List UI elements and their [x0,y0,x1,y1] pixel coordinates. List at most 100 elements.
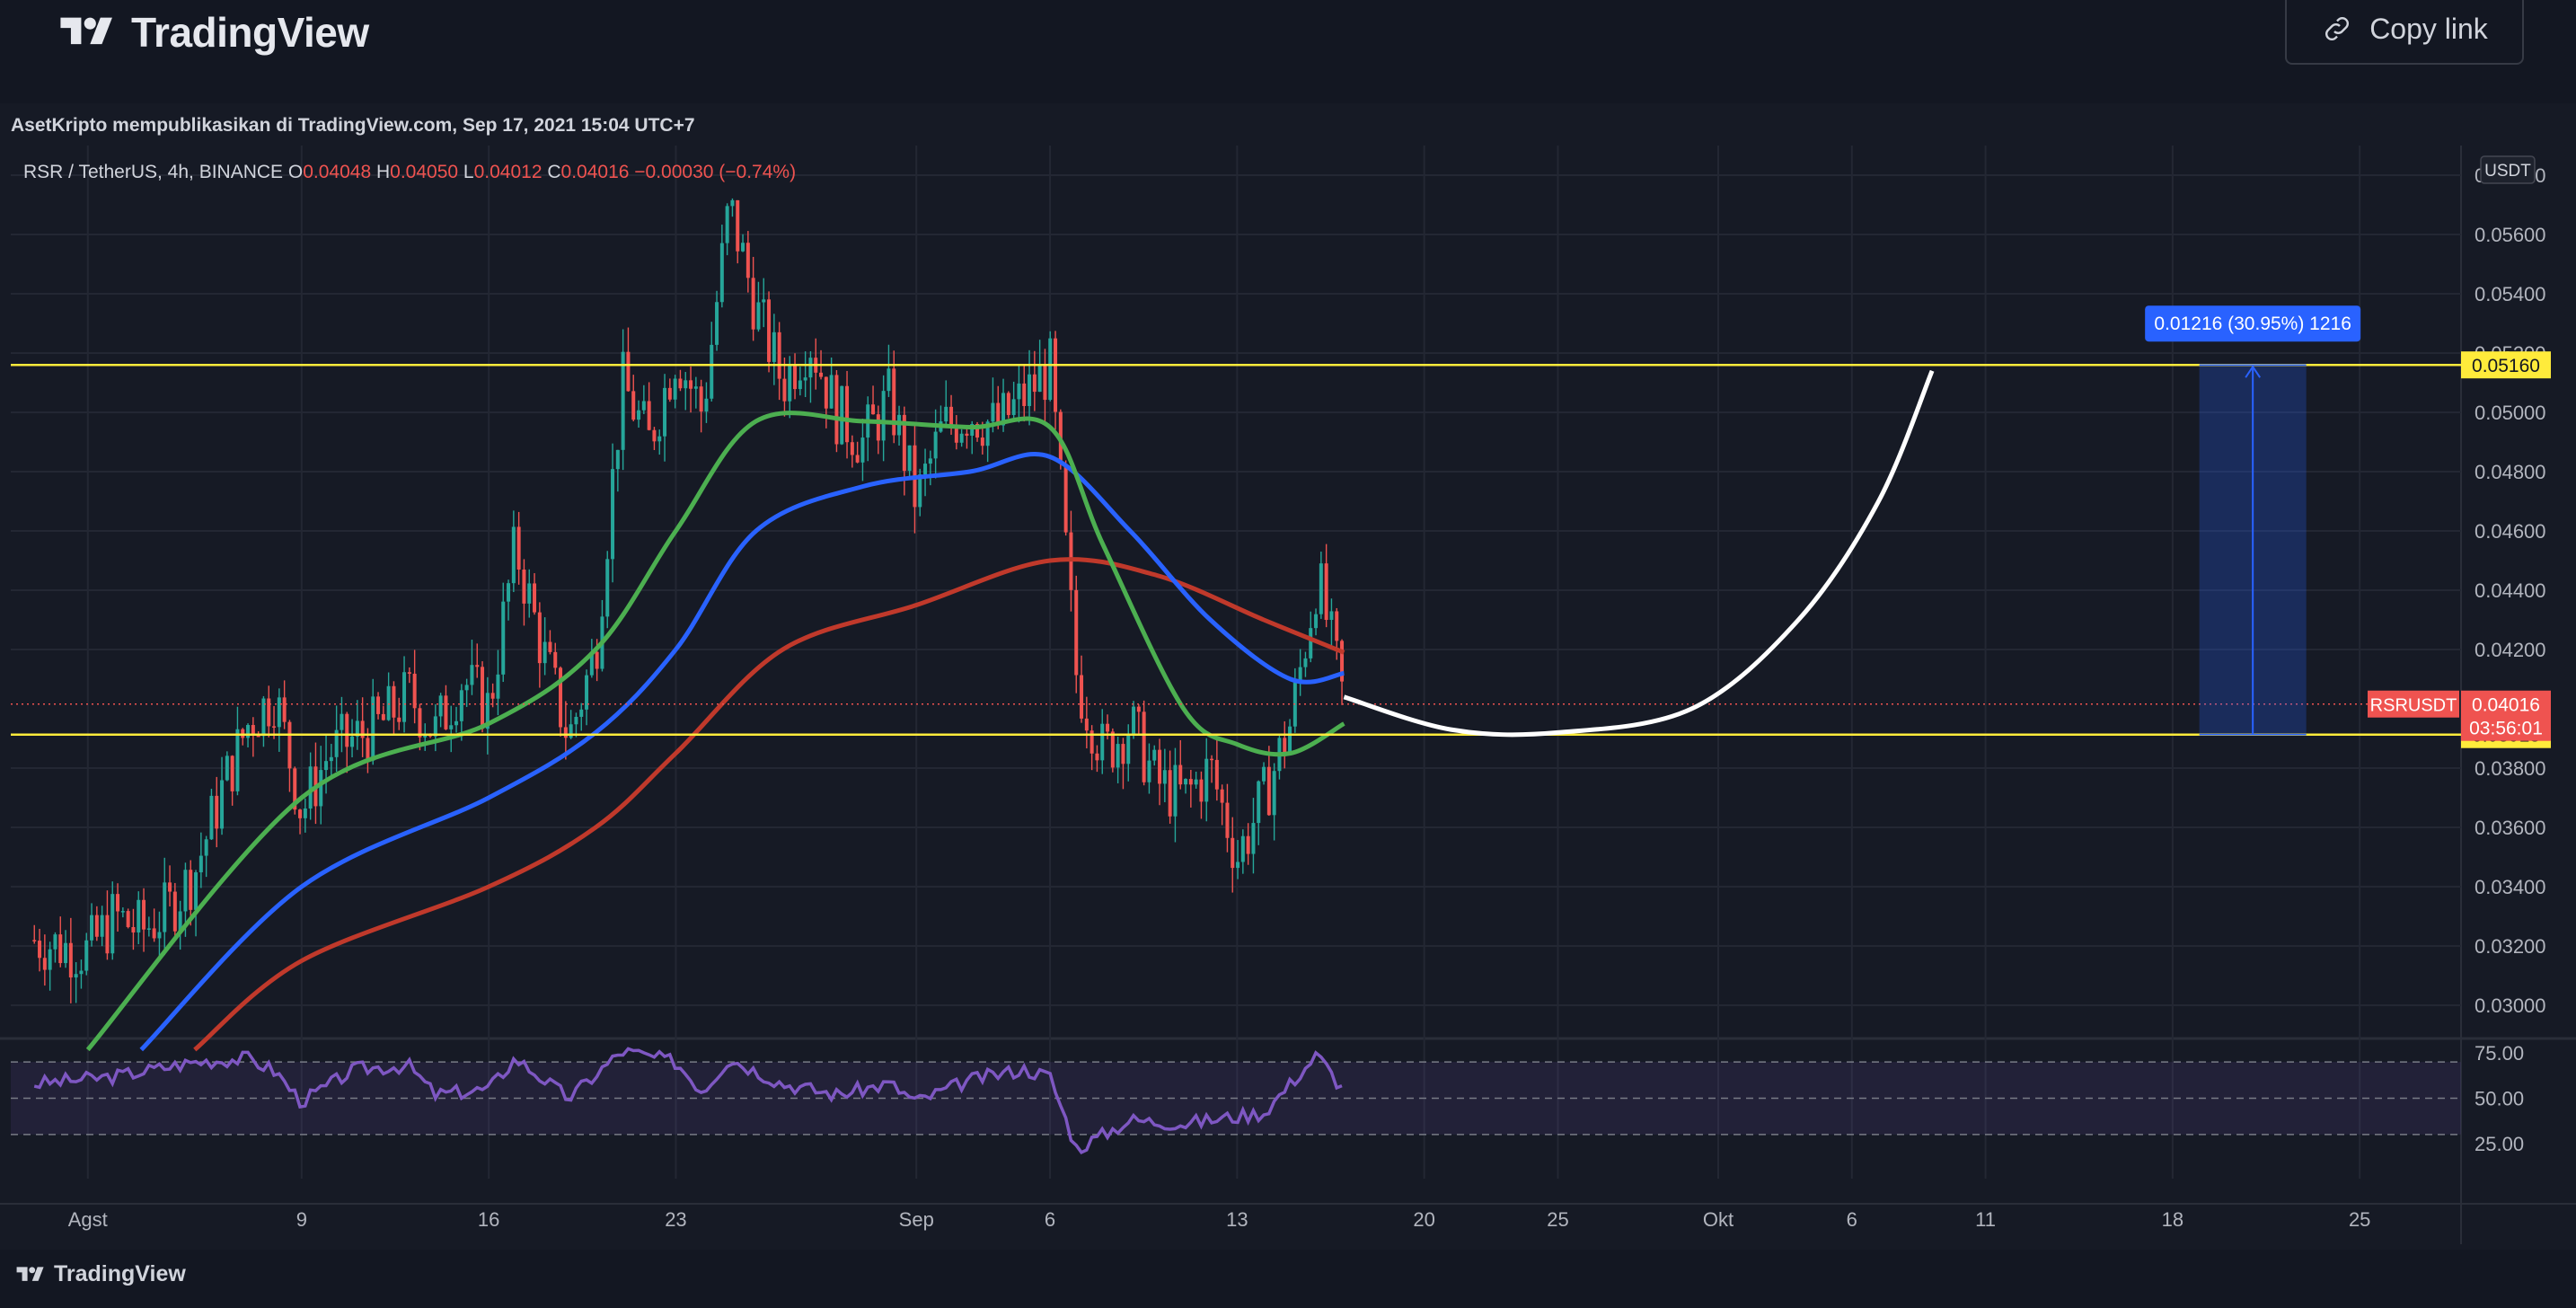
candle-up [585,675,589,710]
candle-down [94,915,99,937]
candle-up [386,685,391,720]
candle-down [490,693,495,699]
candle-up [985,421,990,446]
y-tick-label: 0.04200 [2475,639,2546,661]
candle-up [579,709,584,717]
candle-up [74,974,78,978]
y-tick-label: 0.04400 [2475,579,2546,602]
candle-down [689,380,693,389]
candle-up [1152,749,1157,761]
candle-down [1022,383,1027,406]
candle-up [355,720,359,737]
candle-down [1335,611,1339,641]
candle-up [881,391,886,441]
candle-up [756,302,761,330]
candle-down [1266,766,1271,816]
x-tick-label: 18 [2162,1208,2183,1231]
y-tick-label: 0.03200 [2475,935,2546,958]
candle-up [762,299,766,303]
candle-down [1324,563,1328,621]
symbol-badge [2368,690,2459,718]
brand-name: TradingView [131,9,369,56]
candle-up [178,911,182,932]
candle-down [105,915,110,954]
candle-down [782,378,787,402]
candle-down [767,299,772,362]
candle-up [1147,760,1151,782]
measure-label: 0.01216 (30.95%) 1216 [2154,314,2351,334]
x-tick-label: 13 [1226,1208,1248,1231]
candle-down [1210,758,1214,761]
candle-up [704,398,709,412]
candle-down [32,940,37,941]
candle-up [53,934,57,950]
candle-up [1048,338,1053,401]
copy-link-button[interactable]: Copy link [2285,0,2524,65]
candle-down [667,387,672,400]
candle-up [829,375,834,409]
candle-down [1084,718,1089,731]
candle-up [621,351,625,450]
candle-down [172,891,177,932]
candle-up [673,378,677,400]
rsi-pane[interactable] [11,1044,2461,1179]
candle-up [402,672,407,722]
candle-up [438,695,443,717]
candle-down [980,437,984,446]
candle-up [798,380,802,390]
last-price-badge [2461,690,2551,741]
legend-close-label: C [547,162,560,182]
y-tick-label: 0.05000 [2475,402,2546,424]
candle-up [485,693,490,729]
candle-down [1340,641,1345,682]
candle-down [1054,338,1058,412]
measure-arrow-head [2245,365,2261,378]
candle-down [1032,374,1037,393]
x-tick-label: 16 [478,1208,499,1231]
candle-down [412,673,417,709]
candle-down [1178,764,1183,785]
candle-countdown: 03:56:01 [2469,719,2543,739]
candle-up [246,725,251,738]
bottom-bar [0,1250,2576,1308]
candle-down [376,696,381,714]
footer-brand[interactable]: TradingView [13,1261,186,1287]
candle-up [840,385,844,445]
currency-badge [2480,155,2536,184]
candle-down [996,402,1001,426]
candle-down [1063,464,1068,533]
candle-down [287,721,292,769]
candle-up [641,401,646,411]
measure-label-badge [2145,305,2361,342]
candle-up [454,720,459,726]
rsi-line [33,1047,1343,1154]
projection-curve[interactable] [1343,369,1935,738]
candle-down [1231,837,1235,869]
legend-open-value: 0.04048 [303,162,376,182]
legend-high-value: 0.04050 [390,162,463,182]
candle-down [522,570,526,604]
ohlc-legend[interactable]: RSR / TetherUS, 4h, BINANCE O0.04048 H0.… [23,162,796,182]
x-tick-label: 23 [665,1208,686,1231]
candle-down [38,941,42,959]
candle-up [329,756,333,762]
candle-up [710,344,714,399]
candle-up [788,365,792,402]
brand-logo[interactable]: TradingView [52,5,369,59]
candle-up [79,970,84,975]
candle-up [209,795,214,840]
candle-down [1168,770,1172,817]
candle-up [543,641,547,664]
candle-up [808,358,813,378]
candle-down [1043,366,1047,401]
candle-up [923,464,928,475]
candle-down [1136,706,1141,712]
candle-up [496,674,500,699]
legend-symbol: RSR / TetherUS, 4h, BINANCE [23,162,288,182]
candle-down [1214,759,1219,790]
candle-up [464,685,469,691]
candle-up [944,406,948,422]
candle-down [1199,779,1204,802]
candle-up [684,380,688,389]
